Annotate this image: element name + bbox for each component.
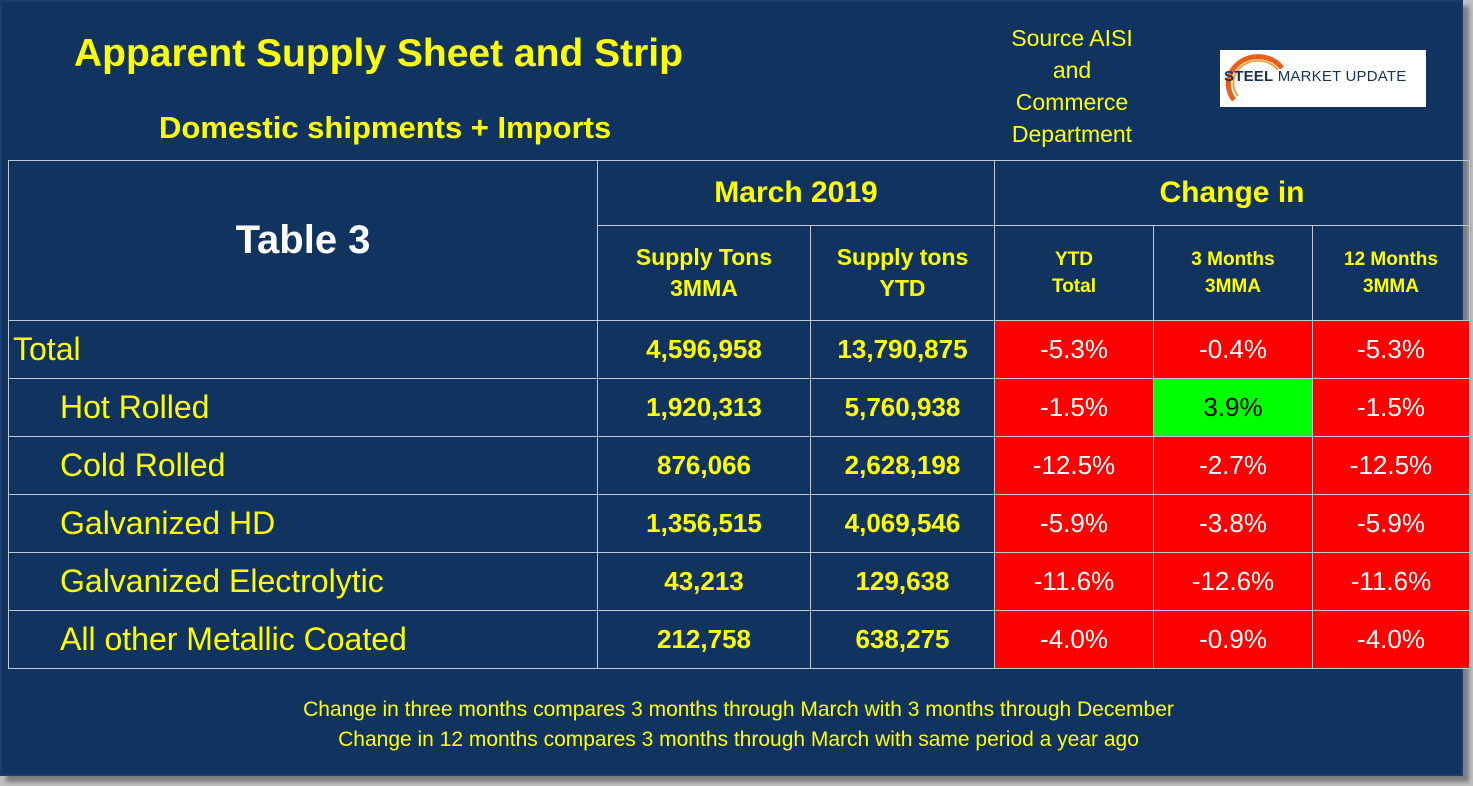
supply-ytd-cell: 129,638 bbox=[810, 552, 995, 611]
supply-3mma-cell: 4,596,958 bbox=[597, 320, 811, 379]
footnotes: Change in three months compares 3 months… bbox=[8, 695, 1469, 755]
three-month-change-cell: -0.4% bbox=[1153, 320, 1313, 379]
supply-3mma-cell: 1,920,313 bbox=[597, 378, 811, 437]
table-label: Table 3 bbox=[8, 160, 598, 321]
supply-3mma-cell: 43,213 bbox=[597, 552, 811, 611]
supply-table: Table 3 March 2019 Change in Supply Tons… bbox=[8, 160, 1470, 669]
logo-wordmark: STEEL MARKET UPDATE bbox=[1224, 68, 1406, 85]
column-header: Supply tons YTD bbox=[810, 225, 995, 321]
source-line: Commerce bbox=[1015, 89, 1129, 115]
column-header: Supply Tons 3MMA bbox=[597, 225, 811, 321]
table-row: Hot Rolled 1,920,313 5,760,938 -1.5% 3.9… bbox=[8, 378, 1470, 437]
slide-title: Apparent Supply Sheet and Strip bbox=[74, 32, 683, 75]
table-row: Galvanized HD 1,356,515 4,069,546 -5.9% … bbox=[8, 494, 1470, 553]
table-row: Galvanized Electrolytic 43,213 129,638 -… bbox=[8, 552, 1470, 611]
ytd-total-change-cell: -4.0% bbox=[994, 610, 1154, 669]
three-month-change-cell: -0.9% bbox=[1153, 610, 1313, 669]
group-header-change: Change in bbox=[994, 160, 1470, 226]
row-label: Hot Rolled bbox=[8, 378, 598, 437]
source-line: Source AISI bbox=[1011, 25, 1133, 51]
source-note: Source AISI and Commerce Department bbox=[992, 22, 1152, 150]
column-header: 12 Months 3MMA bbox=[1312, 225, 1470, 321]
supply-ytd-cell: 2,628,198 bbox=[810, 436, 995, 495]
slide-subtitle: Domestic shipments + Imports bbox=[159, 110, 612, 145]
header-row-columns: Supply Tons 3MMA Supply tons YTD YTD Total … bbox=[9, 225, 1470, 321]
row-label: Galvanized HD bbox=[8, 494, 598, 553]
source-line: and bbox=[1052, 57, 1092, 83]
three-month-change-cell: -2.7% bbox=[1153, 436, 1313, 495]
table-row: All other Metallic Coated 212,758 638,27… bbox=[8, 610, 1470, 669]
twelve-month-change-cell: -1.5% bbox=[1312, 378, 1470, 437]
supply-ytd-cell: 5,760,938 bbox=[810, 378, 995, 437]
row-label: Cold Rolled bbox=[8, 436, 598, 495]
table-row: Total 4,596,958 13,790,875 -5.3% -0.4% -… bbox=[8, 320, 1470, 379]
logo-word-market-update: MARKET UPDATE bbox=[1277, 68, 1407, 85]
logo-word-steel: STEEL bbox=[1224, 68, 1274, 85]
table-row: Cold Rolled 876,066 2,628,198 -12.5% -2.… bbox=[8, 436, 1470, 495]
twelve-month-change-cell: -12.5% bbox=[1312, 436, 1470, 495]
twelve-month-change-cell: -5.9% bbox=[1312, 494, 1470, 553]
header-row-groups: Table 3 March 2019 Change in bbox=[8, 160, 1470, 321]
row-label: Galvanized Electrolytic bbox=[8, 552, 598, 611]
footnote-three-month: Change in three months compares 3 months… bbox=[303, 698, 1174, 721]
twelve-month-change-cell: -11.6% bbox=[1312, 552, 1470, 611]
supply-3mma-cell: 1,356,515 bbox=[597, 494, 811, 553]
group-header-march: March 2019 bbox=[597, 160, 995, 226]
ytd-total-change-cell: -1.5% bbox=[994, 378, 1154, 437]
row-label: Total bbox=[8, 320, 598, 379]
supply-ytd-cell: 638,275 bbox=[810, 610, 995, 669]
footnote-twelve-month: Change in 12 months compares 3 months th… bbox=[338, 728, 1139, 751]
three-month-change-cell: 3.9% bbox=[1153, 378, 1313, 437]
ytd-total-change-cell: -5.9% bbox=[994, 494, 1154, 553]
source-line: Department bbox=[1011, 121, 1133, 147]
twelve-month-change-cell: -4.0% bbox=[1312, 610, 1470, 669]
column-header: YTD Total bbox=[994, 225, 1154, 321]
twelve-month-change-cell: -5.3% bbox=[1312, 320, 1470, 379]
supply-3mma-cell: 876,066 bbox=[597, 436, 811, 495]
supply-ytd-cell: 4,069,546 bbox=[810, 494, 995, 553]
column-header: 3 Months 3MMA bbox=[1153, 225, 1313, 321]
supply-3mma-cell: 212,758 bbox=[597, 610, 811, 669]
ytd-total-change-cell: -12.5% bbox=[994, 436, 1154, 495]
logo-swoosh-icon bbox=[1225, 54, 1284, 102]
supply-ytd-cell: 13,790,875 bbox=[810, 320, 995, 379]
ytd-total-change-cell: -11.6% bbox=[994, 552, 1154, 611]
three-month-change-cell: -12.6% bbox=[1153, 552, 1313, 611]
steel-market-update-logo: STEEL MARKET UPDATE bbox=[1220, 50, 1426, 107]
ytd-total-change-cell: -5.3% bbox=[994, 320, 1154, 379]
row-label: All other Metallic Coated bbox=[8, 610, 598, 669]
three-month-change-cell: -3.8% bbox=[1153, 494, 1313, 553]
